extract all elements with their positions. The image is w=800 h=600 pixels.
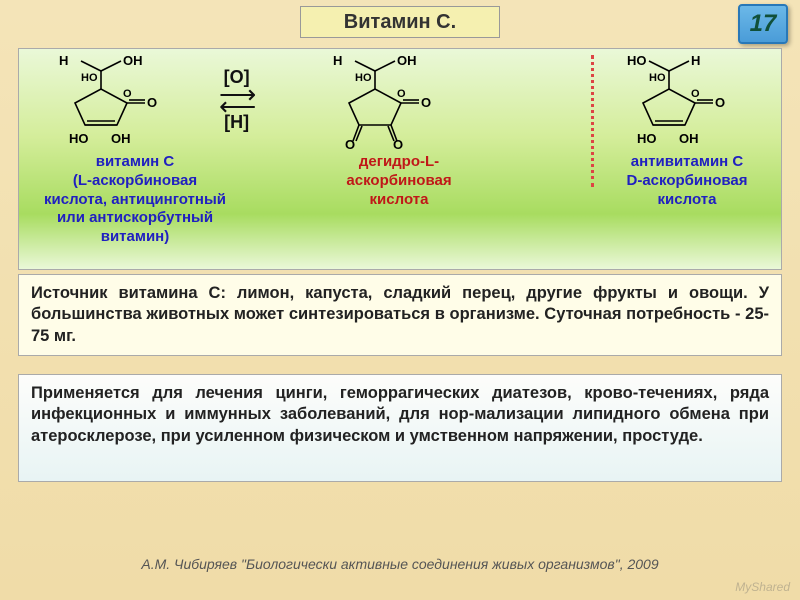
svg-text:HO: HO: [69, 131, 89, 146]
caption-dehydro: дегидро-L-аскорбиноваякислота: [309, 153, 489, 209]
reaction-arrows: [O] ⟶ ⟵ [H]: [219, 67, 254, 133]
svg-text:O: O: [147, 95, 157, 110]
svg-text:H: H: [333, 53, 342, 68]
svg-text:O: O: [393, 137, 403, 149]
svg-text:O: O: [691, 88, 700, 100]
svg-text:OH: OH: [123, 53, 143, 68]
source-text-panel: Источник витамина С: лимон, капуста, сла…: [18, 274, 782, 356]
svg-text:O: O: [123, 88, 132, 100]
page-title: Витамин С.: [300, 6, 500, 38]
svg-text:H: H: [59, 53, 68, 68]
svg-text:OH: OH: [679, 131, 699, 146]
reduction-label: [H]: [219, 112, 254, 133]
chemistry-panel: H OH HO O O HO OH [O] ⟶ ⟵ [H]: [18, 48, 782, 270]
svg-text:HO: HO: [355, 72, 372, 84]
svg-text:HO: HO: [637, 131, 657, 146]
svg-text:HO: HO: [627, 53, 647, 68]
caption-antivitamin: антивитамин СD-аскорбиноваякислота: [597, 153, 777, 209]
svg-text:O: O: [421, 95, 431, 110]
molecule-antivitamin: HO H HO O O HO OH: [613, 53, 773, 149]
caption-vitamin-c: витамин С(L-аскорбиноваякислота, антицин…: [25, 153, 245, 247]
molecule-vitamin-c: H OH HO O O HO OH: [45, 53, 205, 149]
svg-text:OH: OH: [397, 53, 417, 68]
svg-text:O: O: [345, 137, 355, 149]
usage-text-panel: Применяется для лечения цинги, геморраги…: [18, 374, 782, 482]
svg-text:O: O: [397, 88, 406, 100]
molecule-dehydro: H OH HO O O O O: [319, 53, 479, 149]
back-arrow-icon: ⟵: [219, 100, 254, 112]
svg-text:OH: OH: [111, 131, 131, 146]
svg-text:HO: HO: [649, 72, 666, 84]
footer-citation: А.М. Чибиряев "Биологически активные сое…: [0, 556, 800, 572]
watermark: MyShared: [735, 580, 790, 594]
separator-line: [591, 55, 594, 187]
page-number-badge: 17: [738, 4, 788, 44]
svg-text:HO: HO: [81, 72, 98, 84]
svg-text:O: O: [715, 95, 725, 110]
svg-text:H: H: [691, 53, 700, 68]
